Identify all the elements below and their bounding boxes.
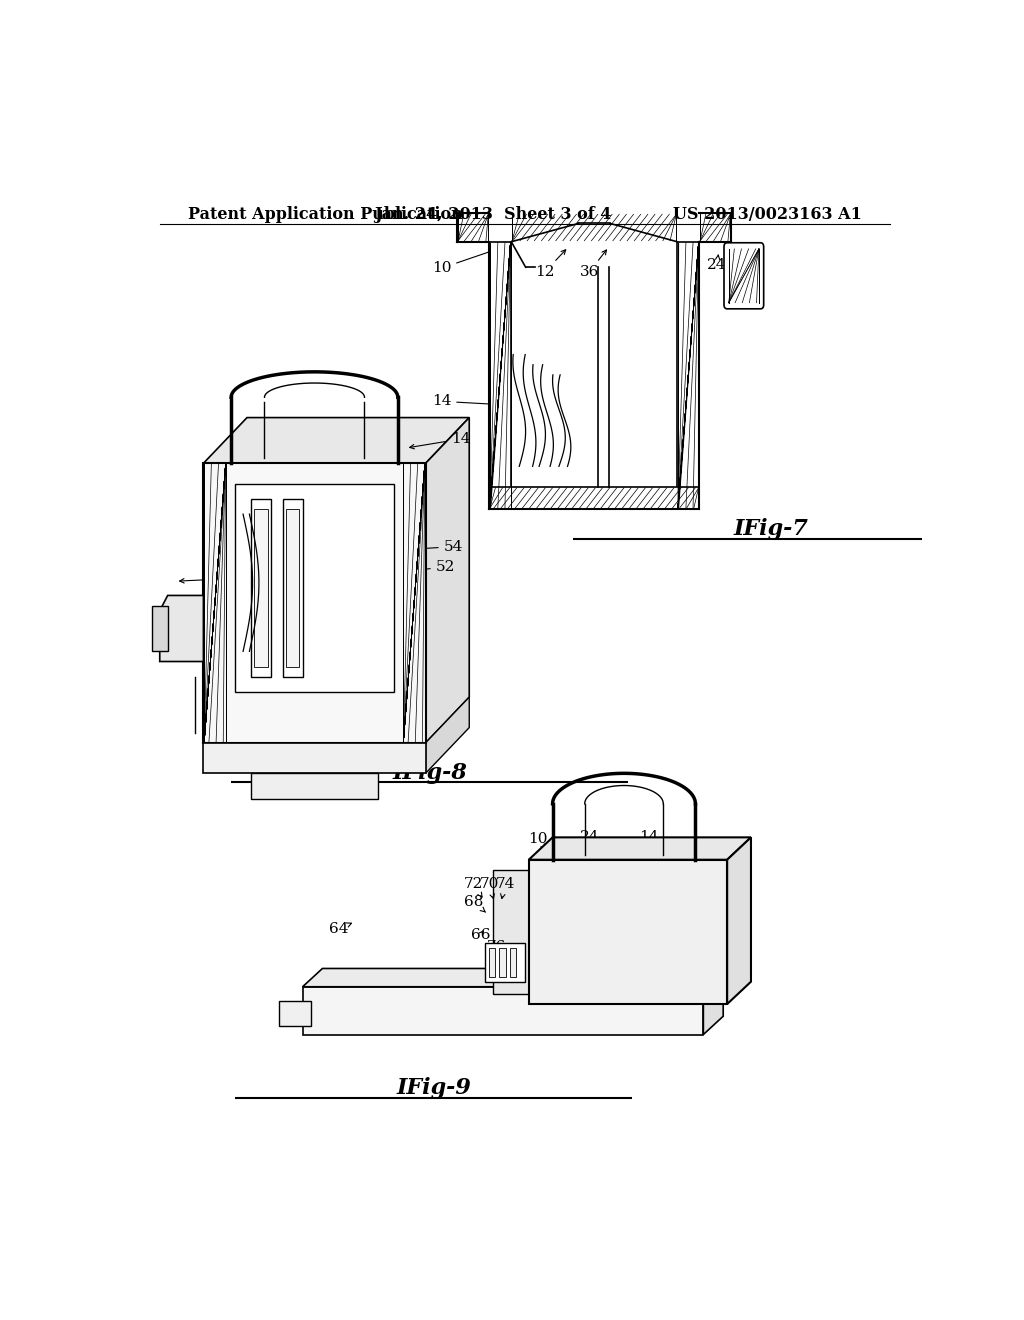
- Text: 76: 76: [486, 940, 506, 954]
- Bar: [247, 417, 469, 697]
- Bar: [489, 948, 496, 977]
- Bar: [511, 242, 677, 487]
- Bar: [677, 242, 699, 510]
- Text: 54: 54: [374, 540, 463, 553]
- Text: 14: 14: [432, 395, 511, 408]
- Bar: [236, 483, 394, 692]
- Bar: [489, 242, 511, 510]
- Text: 66: 66: [471, 928, 490, 942]
- Bar: [500, 948, 506, 977]
- Polygon shape: [303, 969, 723, 987]
- Text: 24: 24: [179, 572, 249, 585]
- Polygon shape: [204, 417, 469, 463]
- Text: 16: 16: [233, 715, 256, 735]
- Polygon shape: [426, 697, 469, 774]
- Text: 36: 36: [580, 249, 606, 280]
- Text: 64: 64: [329, 921, 351, 936]
- Bar: [279, 1001, 310, 1027]
- Text: 70: 70: [479, 876, 499, 899]
- Bar: [254, 510, 267, 667]
- Text: US 2013/0023163 A1: US 2013/0023163 A1: [673, 206, 862, 223]
- Text: 50: 50: [209, 595, 272, 618]
- Bar: [286, 510, 299, 667]
- Text: 24: 24: [581, 830, 602, 849]
- Text: IFig-8: IFig-8: [392, 763, 467, 784]
- Bar: [528, 859, 727, 1005]
- Text: 62: 62: [289, 513, 352, 528]
- Bar: [489, 487, 699, 510]
- Bar: [510, 948, 516, 977]
- Text: 16: 16: [505, 945, 524, 962]
- Text: 14: 14: [410, 432, 471, 449]
- Bar: [204, 743, 426, 774]
- Bar: [204, 463, 426, 743]
- Polygon shape: [152, 606, 168, 651]
- Text: IFig-7: IFig-7: [733, 519, 808, 540]
- Text: 60: 60: [285, 528, 344, 541]
- Polygon shape: [251, 774, 378, 799]
- Text: Jan. 24, 2013  Sheet 3 of 4: Jan. 24, 2013 Sheet 3 of 4: [375, 206, 611, 223]
- Bar: [485, 942, 524, 982]
- Text: 12: 12: [535, 249, 565, 280]
- Polygon shape: [703, 969, 723, 1035]
- Text: 68: 68: [464, 895, 485, 912]
- Bar: [303, 987, 703, 1035]
- Polygon shape: [528, 837, 751, 859]
- FancyBboxPatch shape: [724, 243, 764, 309]
- Text: 14: 14: [639, 830, 680, 850]
- Text: 74: 74: [496, 876, 515, 899]
- Text: IFig-9: IFig-9: [396, 1077, 471, 1100]
- Text: 10: 10: [527, 833, 547, 849]
- Text: 48: 48: [334, 729, 364, 744]
- Polygon shape: [426, 417, 469, 743]
- Polygon shape: [160, 595, 204, 661]
- Bar: [283, 499, 303, 677]
- Bar: [494, 870, 532, 994]
- Text: 72: 72: [464, 876, 483, 898]
- Text: Patent Application Publication: Patent Application Publication: [187, 206, 462, 223]
- Bar: [251, 499, 270, 677]
- Polygon shape: [727, 837, 751, 1005]
- Text: 52: 52: [374, 560, 455, 577]
- Text: 24: 24: [708, 255, 727, 272]
- Text: 10: 10: [432, 248, 498, 275]
